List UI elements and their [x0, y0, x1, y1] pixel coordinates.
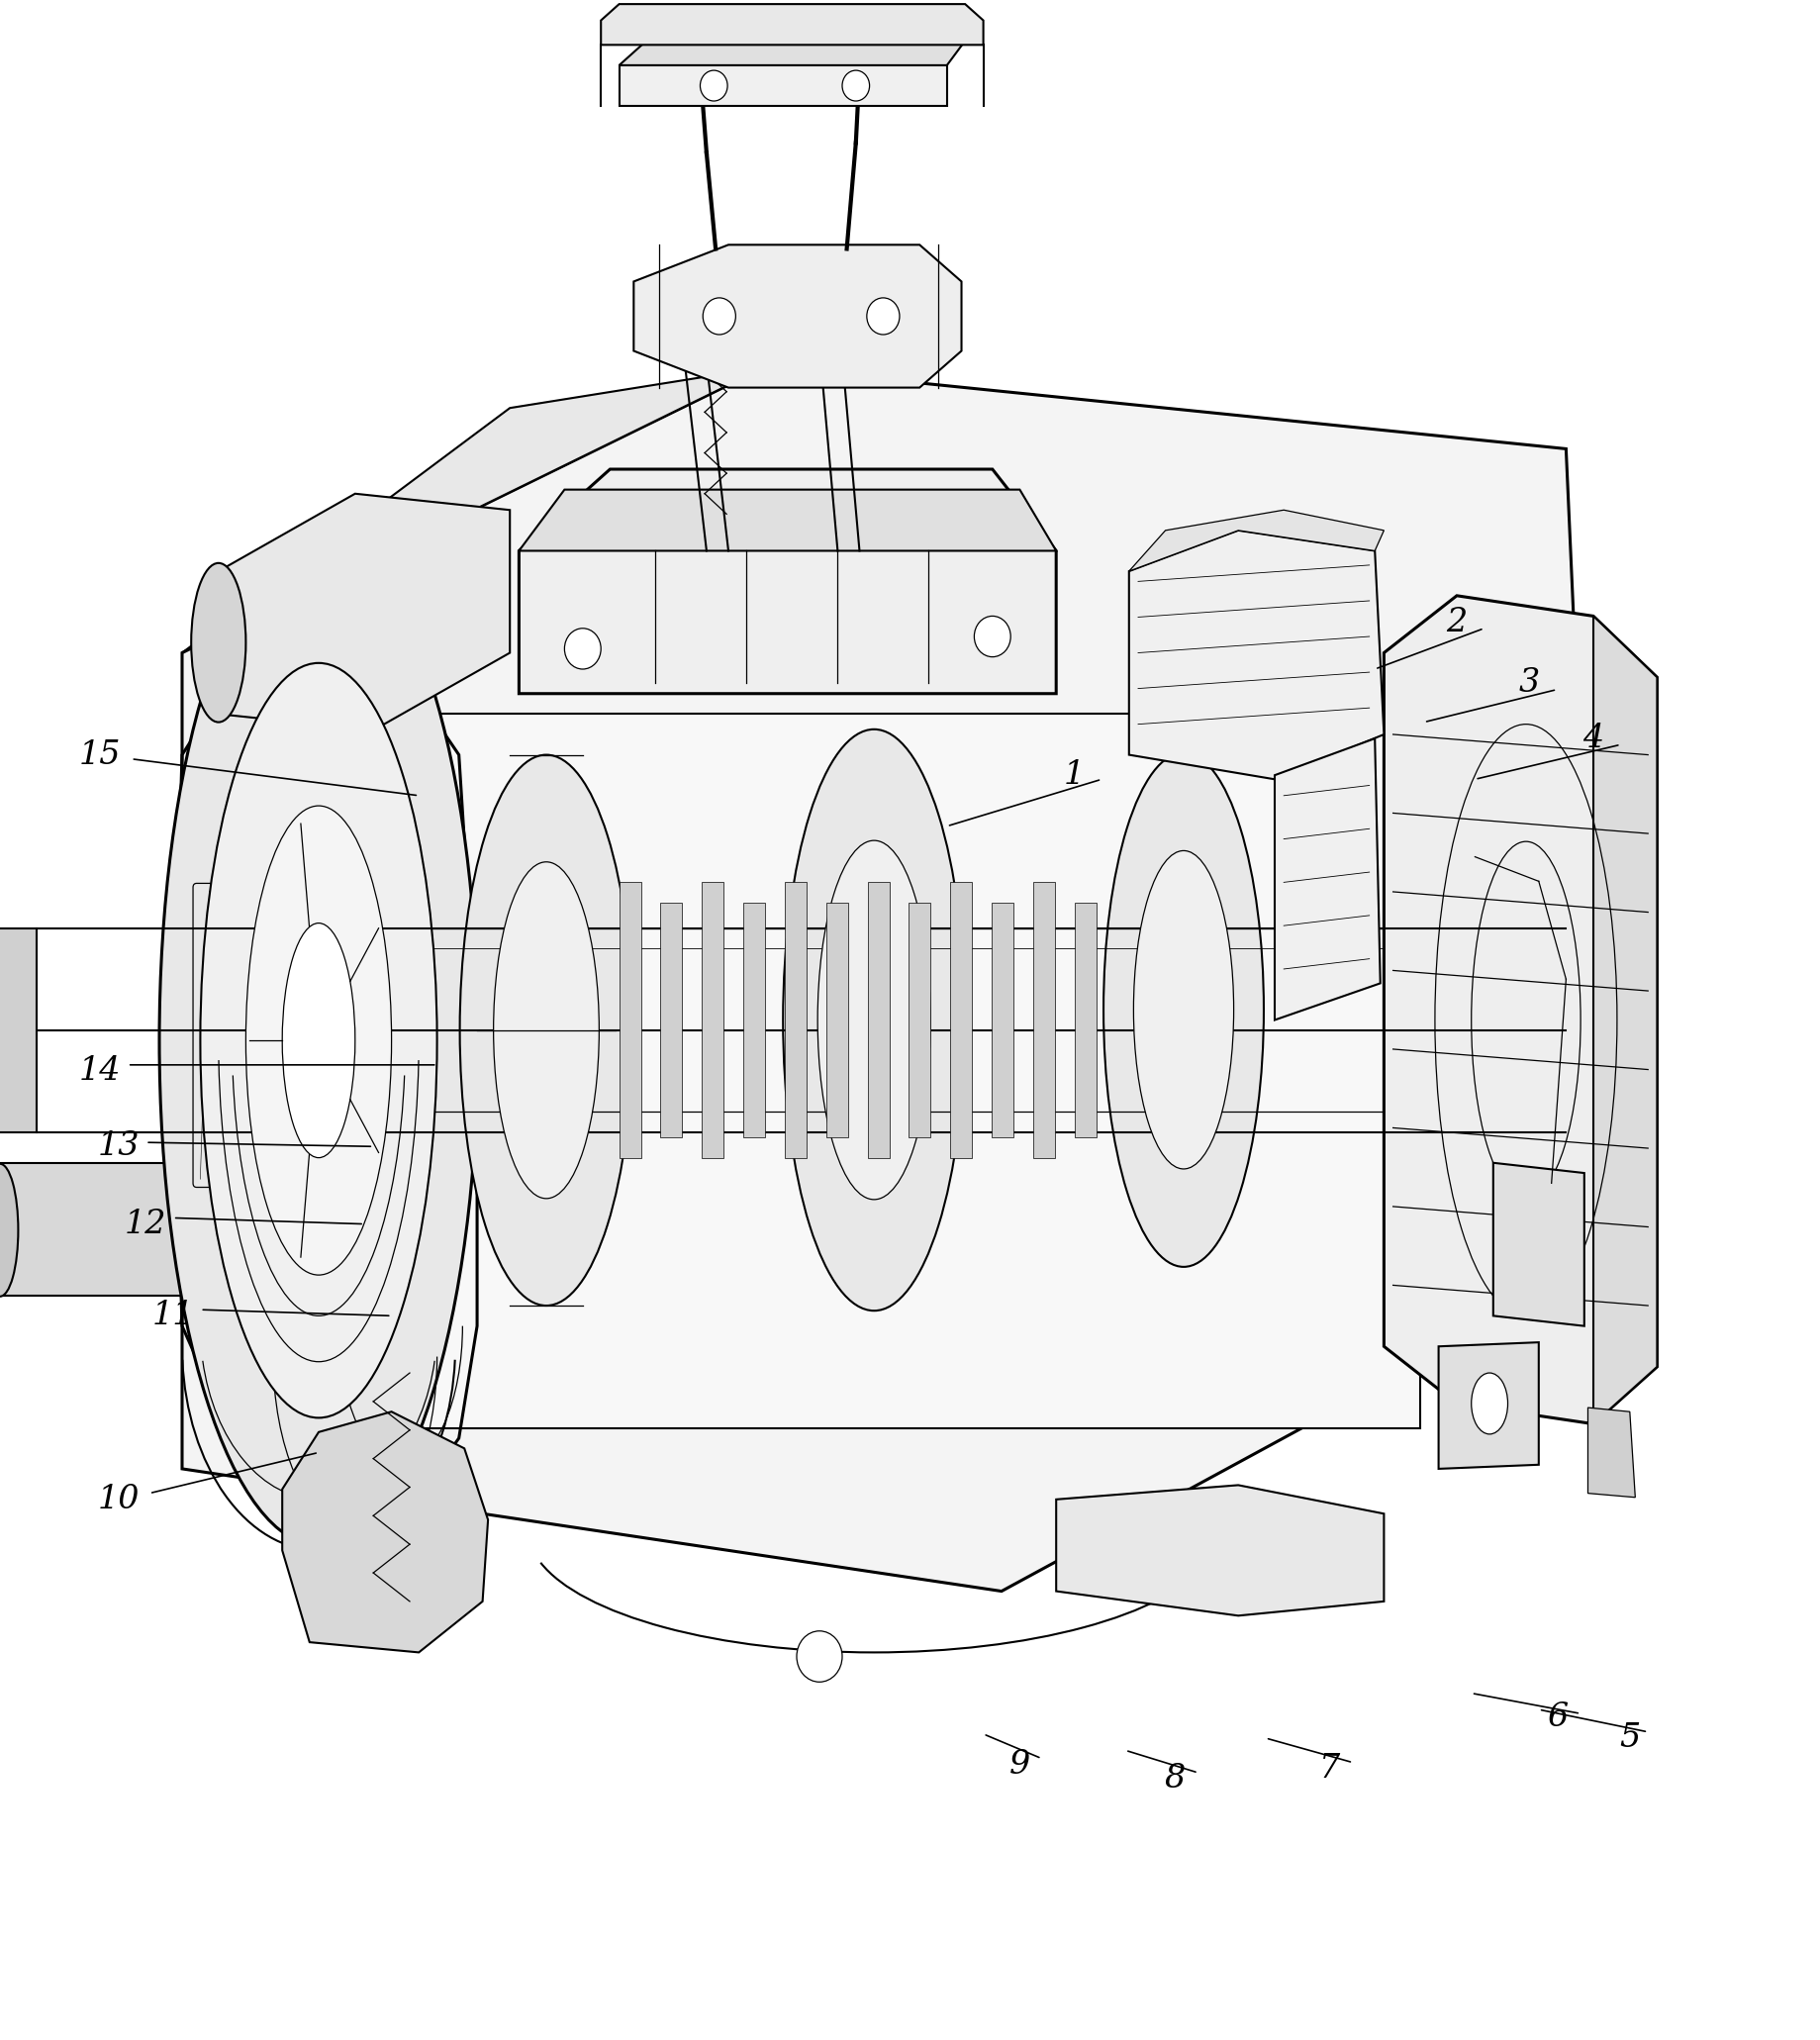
- Polygon shape: [1438, 1342, 1538, 1469]
- Polygon shape: [601, 4, 983, 45]
- Ellipse shape: [783, 728, 965, 1312]
- Bar: [908, 902, 930, 1138]
- Ellipse shape: [282, 922, 355, 1159]
- Ellipse shape: [1103, 753, 1263, 1267]
- Text: 3: 3: [1518, 667, 1540, 700]
- Text: 13: 13: [96, 1130, 140, 1163]
- Bar: [826, 902, 848, 1138]
- Text: 2: 2: [1445, 606, 1467, 639]
- Bar: [1074, 902, 1096, 1138]
- Polygon shape: [1492, 1163, 1583, 1326]
- Polygon shape: [619, 65, 946, 106]
- Text: 11: 11: [151, 1299, 195, 1332]
- Text: 9: 9: [1008, 1748, 1030, 1781]
- Polygon shape: [519, 490, 1056, 551]
- Bar: [866, 883, 888, 1159]
- Text: 12: 12: [124, 1208, 167, 1240]
- Polygon shape: [0, 928, 36, 1132]
- Ellipse shape: [191, 563, 246, 722]
- Ellipse shape: [974, 616, 1010, 657]
- Ellipse shape: [459, 755, 633, 1306]
- Ellipse shape: [1134, 851, 1234, 1169]
- Ellipse shape: [797, 1632, 843, 1681]
- Polygon shape: [182, 367, 764, 653]
- Polygon shape: [633, 245, 961, 388]
- Ellipse shape: [564, 628, 601, 669]
- Polygon shape: [1587, 1408, 1634, 1497]
- Polygon shape: [328, 714, 1420, 1428]
- Polygon shape: [1274, 738, 1380, 1020]
- Ellipse shape: [841, 71, 870, 102]
- Text: 4: 4: [1582, 722, 1603, 755]
- Polygon shape: [1592, 616, 1656, 1424]
- Bar: [784, 883, 806, 1159]
- Bar: [661, 902, 682, 1138]
- Polygon shape: [1056, 1485, 1383, 1616]
- Bar: [1032, 883, 1054, 1159]
- Text: 7: 7: [1318, 1752, 1340, 1785]
- Bar: [619, 883, 641, 1159]
- Ellipse shape: [701, 71, 728, 102]
- Bar: [992, 902, 1014, 1138]
- Ellipse shape: [1471, 1373, 1507, 1434]
- Polygon shape: [1383, 596, 1656, 1424]
- Text: 1: 1: [1063, 759, 1085, 792]
- Polygon shape: [282, 1412, 488, 1652]
- Text: 10: 10: [96, 1483, 140, 1516]
- Polygon shape: [519, 469, 1056, 694]
- Polygon shape: [0, 1163, 209, 1295]
- Text: 8: 8: [1163, 1763, 1185, 1795]
- Bar: [743, 902, 764, 1138]
- Ellipse shape: [493, 861, 599, 1200]
- Bar: [950, 883, 972, 1159]
- Polygon shape: [619, 41, 965, 65]
- Ellipse shape: [246, 806, 391, 1275]
- Ellipse shape: [817, 840, 930, 1200]
- Text: 15: 15: [78, 738, 122, 771]
- Text: 6: 6: [1545, 1701, 1567, 1734]
- Ellipse shape: [703, 298, 735, 335]
- Text: 5: 5: [1618, 1722, 1640, 1754]
- Ellipse shape: [0, 1163, 18, 1297]
- Polygon shape: [1128, 510, 1383, 571]
- Ellipse shape: [160, 534, 477, 1546]
- Polygon shape: [1128, 530, 1383, 779]
- Ellipse shape: [200, 663, 437, 1418]
- Text: 14: 14: [78, 1055, 122, 1087]
- Polygon shape: [218, 494, 510, 730]
- Ellipse shape: [866, 298, 899, 335]
- Polygon shape: [182, 367, 1602, 1591]
- Bar: [701, 883, 723, 1159]
